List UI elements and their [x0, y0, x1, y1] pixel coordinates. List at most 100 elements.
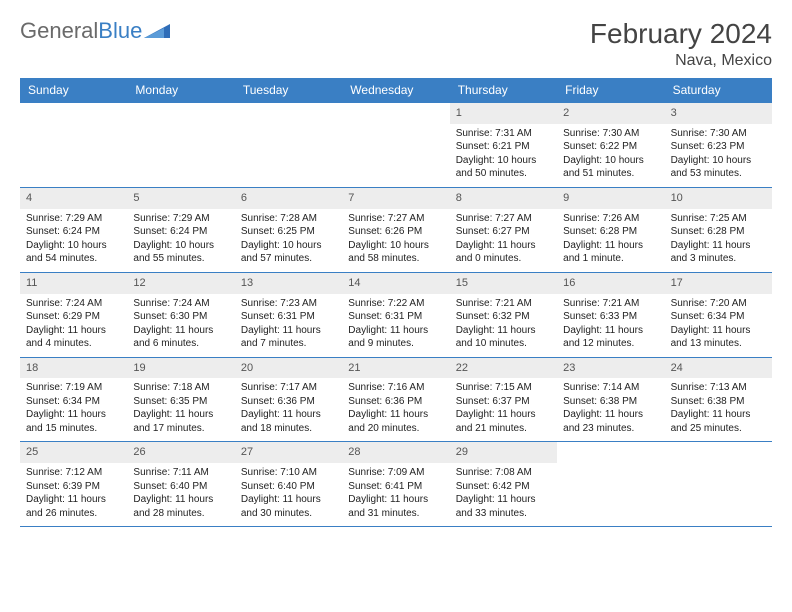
day-details: Sunrise: 7:21 AMSunset: 6:33 PMDaylight:…: [557, 294, 664, 357]
calendar-cell: [127, 103, 234, 187]
day-number: 4: [20, 188, 127, 209]
day-header-thu: Thursday: [450, 78, 557, 102]
daylight-text: Daylight: 10 hours and 57 minutes.: [241, 239, 336, 266]
day-number: 28: [342, 442, 449, 463]
sunrise-text: Sunrise: 7:18 AM: [133, 381, 228, 395]
day-details: Sunrise: 7:10 AMSunset: 6:40 PMDaylight:…: [235, 463, 342, 526]
calendar-cell: 7Sunrise: 7:27 AMSunset: 6:26 PMDaylight…: [342, 188, 449, 272]
sunset-text: Sunset: 6:36 PM: [241, 395, 336, 409]
sunrise-text: Sunrise: 7:29 AM: [133, 212, 228, 226]
daylight-text: Daylight: 11 hours and 7 minutes.: [241, 324, 336, 351]
day-number: 18: [20, 358, 127, 379]
sunset-text: Sunset: 6:38 PM: [563, 395, 658, 409]
calendar-cell: [665, 442, 772, 526]
sunrise-text: Sunrise: 7:23 AM: [241, 297, 336, 311]
calendar-cell: [235, 103, 342, 187]
day-number: 10: [665, 188, 772, 209]
brand-part1: General: [20, 18, 98, 44]
day-header-wed: Wednesday: [342, 78, 449, 102]
sunset-text: Sunset: 6:41 PM: [348, 480, 443, 494]
day-number: 25: [20, 442, 127, 463]
brand-logo: GeneralBlue: [20, 18, 170, 44]
sunset-text: Sunset: 6:33 PM: [563, 310, 658, 324]
day-number: 20: [235, 358, 342, 379]
daylight-text: Daylight: 11 hours and 4 minutes.: [26, 324, 121, 351]
day-header-fri: Friday: [557, 78, 664, 102]
day-details: Sunrise: 7:15 AMSunset: 6:37 PMDaylight:…: [450, 378, 557, 441]
calendar-cell: 2Sunrise: 7:30 AMSunset: 6:22 PMDaylight…: [557, 103, 664, 187]
calendar-cell: 24Sunrise: 7:13 AMSunset: 6:38 PMDayligh…: [665, 358, 772, 442]
calendar-cell: [20, 103, 127, 187]
day-details: Sunrise: 7:16 AMSunset: 6:36 PMDaylight:…: [342, 378, 449, 441]
sunset-text: Sunset: 6:23 PM: [671, 140, 766, 154]
day-number: 27: [235, 442, 342, 463]
sunrise-text: Sunrise: 7:08 AM: [456, 466, 551, 480]
sunrise-text: Sunrise: 7:16 AM: [348, 381, 443, 395]
calendar-cell: 22Sunrise: 7:15 AMSunset: 6:37 PMDayligh…: [450, 358, 557, 442]
calendar-cell: 19Sunrise: 7:18 AMSunset: 6:35 PMDayligh…: [127, 358, 234, 442]
sunrise-text: Sunrise: 7:24 AM: [26, 297, 121, 311]
day-number: 22: [450, 358, 557, 379]
calendar-cell: 14Sunrise: 7:22 AMSunset: 6:31 PMDayligh…: [342, 273, 449, 357]
calendar-cell: 17Sunrise: 7:20 AMSunset: 6:34 PMDayligh…: [665, 273, 772, 357]
location-label: Nava, Mexico: [590, 52, 772, 70]
day-number: 23: [557, 358, 664, 379]
sunrise-text: Sunrise: 7:26 AM: [563, 212, 658, 226]
day-details: Sunrise: 7:27 AMSunset: 6:26 PMDaylight:…: [342, 209, 449, 272]
day-details: Sunrise: 7:23 AMSunset: 6:31 PMDaylight:…: [235, 294, 342, 357]
day-details: Sunrise: 7:24 AMSunset: 6:30 PMDaylight:…: [127, 294, 234, 357]
calendar-cell: 15Sunrise: 7:21 AMSunset: 6:32 PMDayligh…: [450, 273, 557, 357]
sunset-text: Sunset: 6:32 PM: [456, 310, 551, 324]
calendar: Sunday Monday Tuesday Wednesday Thursday…: [20, 78, 772, 527]
brand-part2: Blue: [98, 18, 142, 44]
sunset-text: Sunset: 6:40 PM: [241, 480, 336, 494]
sunset-text: Sunset: 6:26 PM: [348, 225, 443, 239]
day-details: Sunrise: 7:09 AMSunset: 6:41 PMDaylight:…: [342, 463, 449, 526]
sunrise-text: Sunrise: 7:11 AM: [133, 466, 228, 480]
daylight-text: Daylight: 11 hours and 33 minutes.: [456, 493, 551, 520]
sunset-text: Sunset: 6:22 PM: [563, 140, 658, 154]
day-details: Sunrise: 7:19 AMSunset: 6:34 PMDaylight:…: [20, 378, 127, 441]
sunset-text: Sunset: 6:28 PM: [671, 225, 766, 239]
sunrise-text: Sunrise: 7:21 AM: [456, 297, 551, 311]
day-header-sat: Saturday: [665, 78, 772, 102]
day-header-sun: Sunday: [20, 78, 127, 102]
calendar-cell: 5Sunrise: 7:29 AMSunset: 6:24 PMDaylight…: [127, 188, 234, 272]
calendar-cell: 25Sunrise: 7:12 AMSunset: 6:39 PMDayligh…: [20, 442, 127, 526]
sunrise-text: Sunrise: 7:30 AM: [563, 127, 658, 141]
calendar-cell: 27Sunrise: 7:10 AMSunset: 6:40 PMDayligh…: [235, 442, 342, 526]
sunrise-text: Sunrise: 7:17 AM: [241, 381, 336, 395]
sunset-text: Sunset: 6:31 PM: [348, 310, 443, 324]
daylight-text: Daylight: 11 hours and 3 minutes.: [671, 239, 766, 266]
daylight-text: Daylight: 11 hours and 25 minutes.: [671, 408, 766, 435]
calendar-cell: 26Sunrise: 7:11 AMSunset: 6:40 PMDayligh…: [127, 442, 234, 526]
sunset-text: Sunset: 6:21 PM: [456, 140, 551, 154]
daylight-text: Daylight: 11 hours and 20 minutes.: [348, 408, 443, 435]
sunrise-text: Sunrise: 7:09 AM: [348, 466, 443, 480]
day-details: Sunrise: 7:20 AMSunset: 6:34 PMDaylight:…: [665, 294, 772, 357]
daylight-text: Daylight: 10 hours and 55 minutes.: [133, 239, 228, 266]
day-number: 5: [127, 188, 234, 209]
day-number: 2: [557, 103, 664, 124]
daylight-text: Daylight: 11 hours and 30 minutes.: [241, 493, 336, 520]
sunset-text: Sunset: 6:38 PM: [671, 395, 766, 409]
calendar-week: 25Sunrise: 7:12 AMSunset: 6:39 PMDayligh…: [20, 441, 772, 526]
day-details: Sunrise: 7:11 AMSunset: 6:40 PMDaylight:…: [127, 463, 234, 526]
day-details: Sunrise: 7:29 AMSunset: 6:24 PMDaylight:…: [20, 209, 127, 272]
daylight-text: Daylight: 10 hours and 50 minutes.: [456, 154, 551, 181]
day-number: 15: [450, 273, 557, 294]
day-number: 7: [342, 188, 449, 209]
day-details: Sunrise: 7:14 AMSunset: 6:38 PMDaylight:…: [557, 378, 664, 441]
daylight-text: Daylight: 11 hours and 1 minute.: [563, 239, 658, 266]
sunrise-text: Sunrise: 7:21 AM: [563, 297, 658, 311]
daylight-text: Daylight: 10 hours and 58 minutes.: [348, 239, 443, 266]
sunset-text: Sunset: 6:34 PM: [671, 310, 766, 324]
day-details: Sunrise: 7:08 AMSunset: 6:42 PMDaylight:…: [450, 463, 557, 526]
sunrise-text: Sunrise: 7:10 AM: [241, 466, 336, 480]
daylight-text: Daylight: 11 hours and 12 minutes.: [563, 324, 658, 351]
calendar-cell: 1Sunrise: 7:31 AMSunset: 6:21 PMDaylight…: [450, 103, 557, 187]
sunrise-text: Sunrise: 7:30 AM: [671, 127, 766, 141]
sunrise-text: Sunrise: 7:15 AM: [456, 381, 551, 395]
day-details: Sunrise: 7:12 AMSunset: 6:39 PMDaylight:…: [20, 463, 127, 526]
day-number: 24: [665, 358, 772, 379]
